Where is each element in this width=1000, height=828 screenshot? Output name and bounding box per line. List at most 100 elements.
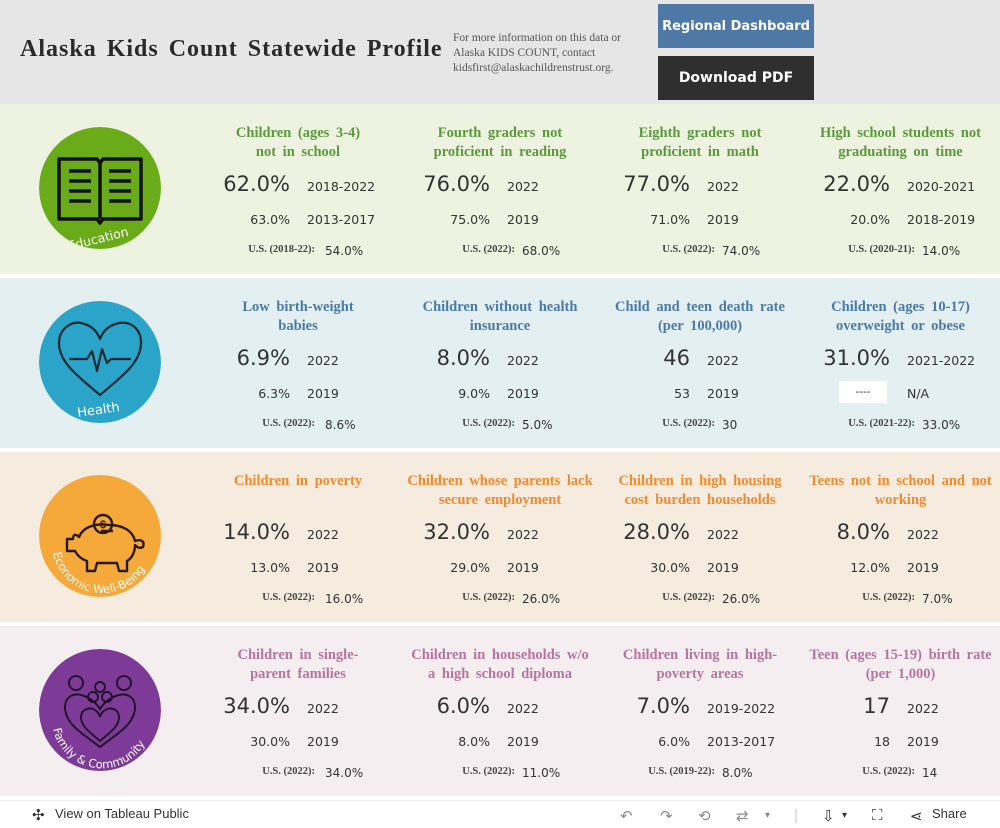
current-year: 2021-2022	[907, 353, 976, 368]
refresh-dropdown-icon[interactable]: ▾	[765, 810, 771, 821]
current-value: 34.0%	[223, 694, 290, 718]
current-year: 2022	[307, 701, 339, 716]
previous-year: 2019	[707, 212, 739, 227]
current-value: 31.0%	[823, 346, 890, 370]
previous-value: 75.0%	[450, 212, 490, 227]
current-year: 2022	[307, 353, 339, 368]
indicator-title: Teens not in school and not working	[809, 473, 992, 508]
revert-icon[interactable]: ⟲	[698, 808, 711, 825]
piggy-bank-icon	[65, 513, 145, 573]
previous-value: 53	[674, 386, 690, 401]
share-button[interactable]: Share	[932, 806, 967, 821]
indicator-card: Children (ages 10-17) overweight or obes…	[0, 298, 1000, 448]
section-economic: $ Economic Well-Being Children in povert…	[0, 452, 1000, 622]
previous-value: 18	[874, 734, 890, 749]
section-health: Health Low birth-weight babies 6.9% 2022 6.…	[0, 278, 1000, 448]
current-value: 8.0%	[436, 346, 490, 370]
heart-pulse-icon	[57, 321, 143, 397]
us-comparison-value: 54.0%	[325, 244, 364, 258]
us-comparison-value: 8.6%	[325, 418, 356, 432]
us-comparison-label: U.S. (2021-22):	[848, 418, 915, 429]
us-comparison-label: U.S. (2022):	[262, 418, 315, 429]
indicator-title: Fourth graders not proficient in reading	[433, 125, 567, 160]
previous-value: ----	[839, 381, 887, 403]
book-icon	[57, 157, 143, 225]
indicator-title: Eighth graders not proficient in math	[638, 125, 762, 160]
indicator-title: Teen (ages 15-19) birth rate (per 1,000)	[809, 647, 992, 682]
previous-year: 2018-2019	[907, 212, 976, 227]
previous-year: N/A	[907, 386, 930, 401]
us-comparison-label: U.S. (2022):	[662, 592, 715, 603]
previous-value: 71.0%	[650, 212, 690, 227]
previous-year: 2019	[907, 560, 939, 575]
current-year: 2022	[507, 179, 539, 194]
current-year: 2018-2022	[307, 179, 376, 194]
economic-badge: $ Economic Well-Being	[39, 475, 161, 597]
indicator-title: Child and teen death rate (per 100,000)	[615, 299, 785, 334]
indicator-card: Children whose parents lack secure emplo…	[0, 472, 1000, 622]
previous-year: 2019	[307, 560, 339, 575]
us-comparison-label: U.S. (2019-22):	[648, 766, 715, 777]
previous-value: 30.0%	[650, 560, 690, 575]
current-value: 32.0%	[423, 520, 490, 544]
current-value: 6.0%	[436, 694, 490, 718]
view-on-tableau-link[interactable]: View on Tableau Public	[55, 806, 189, 821]
indicator-card: High school students not graduating on t…	[0, 124, 1000, 274]
previous-year: 2019	[507, 386, 539, 401]
indicator-title: Children in households w/o a high school…	[411, 647, 589, 682]
indicator-title: Children living in high-poverty areas	[622, 647, 778, 682]
previous-value: 6.3%	[258, 386, 290, 401]
download-icon[interactable]: ⇩	[822, 808, 835, 825]
previous-year: 2019	[507, 212, 539, 227]
header: Alaska Kids Count Statewide Profile For …	[0, 0, 1000, 104]
current-year: 2020-2021	[907, 179, 976, 194]
current-year: 2022	[507, 701, 539, 716]
previous-year: 2019	[307, 386, 339, 401]
current-year: 2022	[307, 527, 339, 542]
redo-icon[interactable]: ↷	[660, 808, 673, 825]
current-value: 7.0%	[636, 694, 690, 718]
current-year: 2022	[707, 179, 739, 194]
undo-icon[interactable]: ↶	[620, 808, 633, 825]
current-year: 2022	[507, 353, 539, 368]
share-icon[interactable]: ⋖	[910, 808, 923, 825]
toolbar-divider: |	[794, 807, 798, 824]
current-value: 77.0%	[623, 172, 690, 196]
download-dropdown-icon[interactable]: ▾	[842, 810, 848, 821]
current-year: 2022	[507, 527, 539, 542]
previous-year: 2019	[507, 734, 539, 749]
us-comparison-label: U.S. (2022):	[662, 244, 715, 255]
current-year: 2022	[707, 353, 739, 368]
current-value: 28.0%	[623, 520, 690, 544]
previous-value: 13.0%	[250, 560, 290, 575]
refresh-icon[interactable]: ⇄	[736, 808, 749, 825]
previous-year: 2019	[907, 734, 939, 749]
previous-year: 2019	[307, 734, 339, 749]
indicator-card: Children without health insurance 8.0% 202…	[0, 298, 1000, 448]
us-comparison-label: U.S. (2022):	[662, 418, 715, 429]
indicator-card: Child and teen death rate (per 100,000) 4…	[0, 298, 1000, 448]
current-year: 2019-2022	[707, 701, 776, 716]
us-comparison-value: 30	[722, 418, 738, 432]
regional-dashboard-button[interactable]: Regional Dashboard	[658, 4, 814, 48]
indicator-card: Teens not in school and not working 8.0% 2…	[0, 472, 1000, 622]
previous-value: 12.0%	[850, 560, 890, 575]
us-comparison-value: 26.0%	[722, 592, 761, 606]
us-comparison-label: U.S. (2022):	[462, 766, 515, 777]
indicator-title: Children in high housing cost burden hou…	[618, 473, 782, 508]
section-family: Family & Community Children in single-pa…	[0, 626, 1000, 796]
health-label: Health	[76, 400, 120, 421]
fullscreen-icon[interactable]: ⛶	[872, 807, 883, 824]
us-comparison-value: 11.0%	[522, 766, 561, 780]
us-comparison-value: 16.0%	[325, 592, 364, 606]
previous-year: 2013-2017	[307, 212, 376, 227]
download-pdf-button[interactable]: Download PDF	[658, 56, 814, 100]
previous-value: 6.0%	[658, 734, 690, 749]
indicator-title: Children in single-parent families	[237, 647, 359, 682]
page-title: Alaska Kids Count Statewide Profile	[20, 36, 443, 62]
indicator-card: Low birth-weight babies 6.9% 2022 6.3% 2019 U…	[0, 298, 1000, 448]
indicator-card: Teen (ages 15-19) birth rate (per 1,000)…	[0, 646, 1000, 796]
indicator-card: Children in poverty 14.0% 2022 13.0% 2019 U.S…	[0, 472, 1000, 622]
current-year: 2022	[707, 527, 739, 542]
us-comparison-value: 8.0%	[722, 766, 753, 780]
